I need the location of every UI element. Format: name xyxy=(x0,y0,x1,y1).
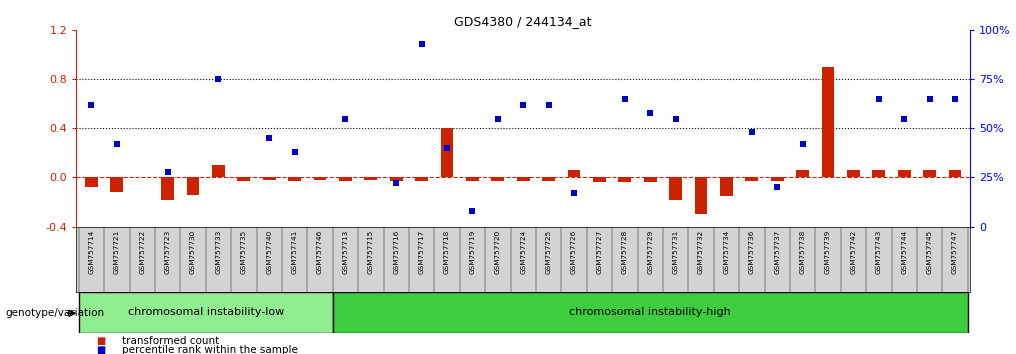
Text: GSM757728: GSM757728 xyxy=(622,230,628,274)
Bar xyxy=(492,177,504,181)
Text: GSM757715: GSM757715 xyxy=(368,230,374,274)
Bar xyxy=(289,177,301,181)
Bar xyxy=(898,170,910,177)
Text: GSM757716: GSM757716 xyxy=(393,230,399,274)
Text: GSM757746: GSM757746 xyxy=(317,230,323,274)
Bar xyxy=(162,177,174,200)
Bar xyxy=(873,170,885,177)
Bar xyxy=(543,177,555,181)
Text: GSM757738: GSM757738 xyxy=(800,230,806,274)
Bar xyxy=(822,67,834,177)
Text: GSM757743: GSM757743 xyxy=(876,230,882,274)
Text: GSM757723: GSM757723 xyxy=(165,230,171,274)
Bar xyxy=(720,177,733,196)
Bar xyxy=(339,177,352,181)
Text: ■: ■ xyxy=(97,345,106,354)
Bar xyxy=(847,170,860,177)
Text: GSM757745: GSM757745 xyxy=(927,230,933,274)
Bar xyxy=(212,165,225,177)
Text: percentile rank within the sample: percentile rank within the sample xyxy=(122,345,298,354)
Bar xyxy=(568,170,580,177)
Text: GSM757734: GSM757734 xyxy=(723,230,729,274)
Text: GSM757737: GSM757737 xyxy=(774,230,780,274)
Text: GSM757725: GSM757725 xyxy=(546,230,552,274)
Text: GSM757718: GSM757718 xyxy=(444,230,450,274)
Bar xyxy=(416,177,428,181)
Text: chromosomal instability-high: chromosomal instability-high xyxy=(569,307,732,318)
Text: GSM757730: GSM757730 xyxy=(190,230,196,274)
Text: genotype/variation: genotype/variation xyxy=(5,308,105,318)
Bar xyxy=(746,177,758,181)
Text: GSM757747: GSM757747 xyxy=(952,230,958,274)
Bar xyxy=(390,177,402,181)
Text: GSM757733: GSM757733 xyxy=(215,230,221,274)
Bar xyxy=(695,177,707,214)
Text: GSM757744: GSM757744 xyxy=(901,230,907,274)
Bar xyxy=(949,170,961,177)
Bar xyxy=(238,177,250,181)
Text: GSM757724: GSM757724 xyxy=(520,230,526,274)
Bar xyxy=(441,128,453,177)
Text: GSM757740: GSM757740 xyxy=(266,230,272,274)
Text: GSM757741: GSM757741 xyxy=(292,230,298,274)
Text: GSM757729: GSM757729 xyxy=(647,230,653,274)
Bar xyxy=(85,177,98,187)
Bar xyxy=(593,177,606,182)
Bar xyxy=(670,177,682,200)
Text: GSM757717: GSM757717 xyxy=(419,230,425,274)
Bar xyxy=(619,177,631,182)
Bar xyxy=(771,177,783,181)
Bar xyxy=(365,177,377,180)
Text: ■: ■ xyxy=(97,336,106,346)
Bar xyxy=(263,177,275,180)
Bar xyxy=(466,177,479,181)
Bar xyxy=(314,177,326,180)
Bar xyxy=(517,177,529,181)
Text: GSM757731: GSM757731 xyxy=(673,230,679,274)
Text: GSM757735: GSM757735 xyxy=(241,230,247,274)
Text: GSM757732: GSM757732 xyxy=(698,230,704,274)
Text: GSM757742: GSM757742 xyxy=(850,230,856,274)
Text: GSM757739: GSM757739 xyxy=(825,230,831,274)
Bar xyxy=(644,177,656,182)
Bar xyxy=(333,292,967,333)
Bar xyxy=(924,170,936,177)
Text: GSM757722: GSM757722 xyxy=(139,230,145,274)
Text: GSM757720: GSM757720 xyxy=(495,230,501,274)
Text: GSM757714: GSM757714 xyxy=(88,230,94,274)
Text: GSM757721: GSM757721 xyxy=(114,230,120,274)
Text: chromosomal instability-low: chromosomal instability-low xyxy=(128,307,283,318)
Text: GSM757719: GSM757719 xyxy=(469,230,475,274)
Text: GSM757727: GSM757727 xyxy=(596,230,602,274)
Text: GSM757726: GSM757726 xyxy=(571,230,577,274)
Title: GDS4380 / 244134_at: GDS4380 / 244134_at xyxy=(454,15,592,28)
Bar xyxy=(111,177,123,192)
Text: GSM757713: GSM757713 xyxy=(342,230,348,274)
Bar xyxy=(79,292,333,333)
Bar xyxy=(797,170,809,177)
Bar xyxy=(187,177,199,195)
Text: GSM757736: GSM757736 xyxy=(749,230,755,274)
Text: transformed count: transformed count xyxy=(122,336,219,346)
